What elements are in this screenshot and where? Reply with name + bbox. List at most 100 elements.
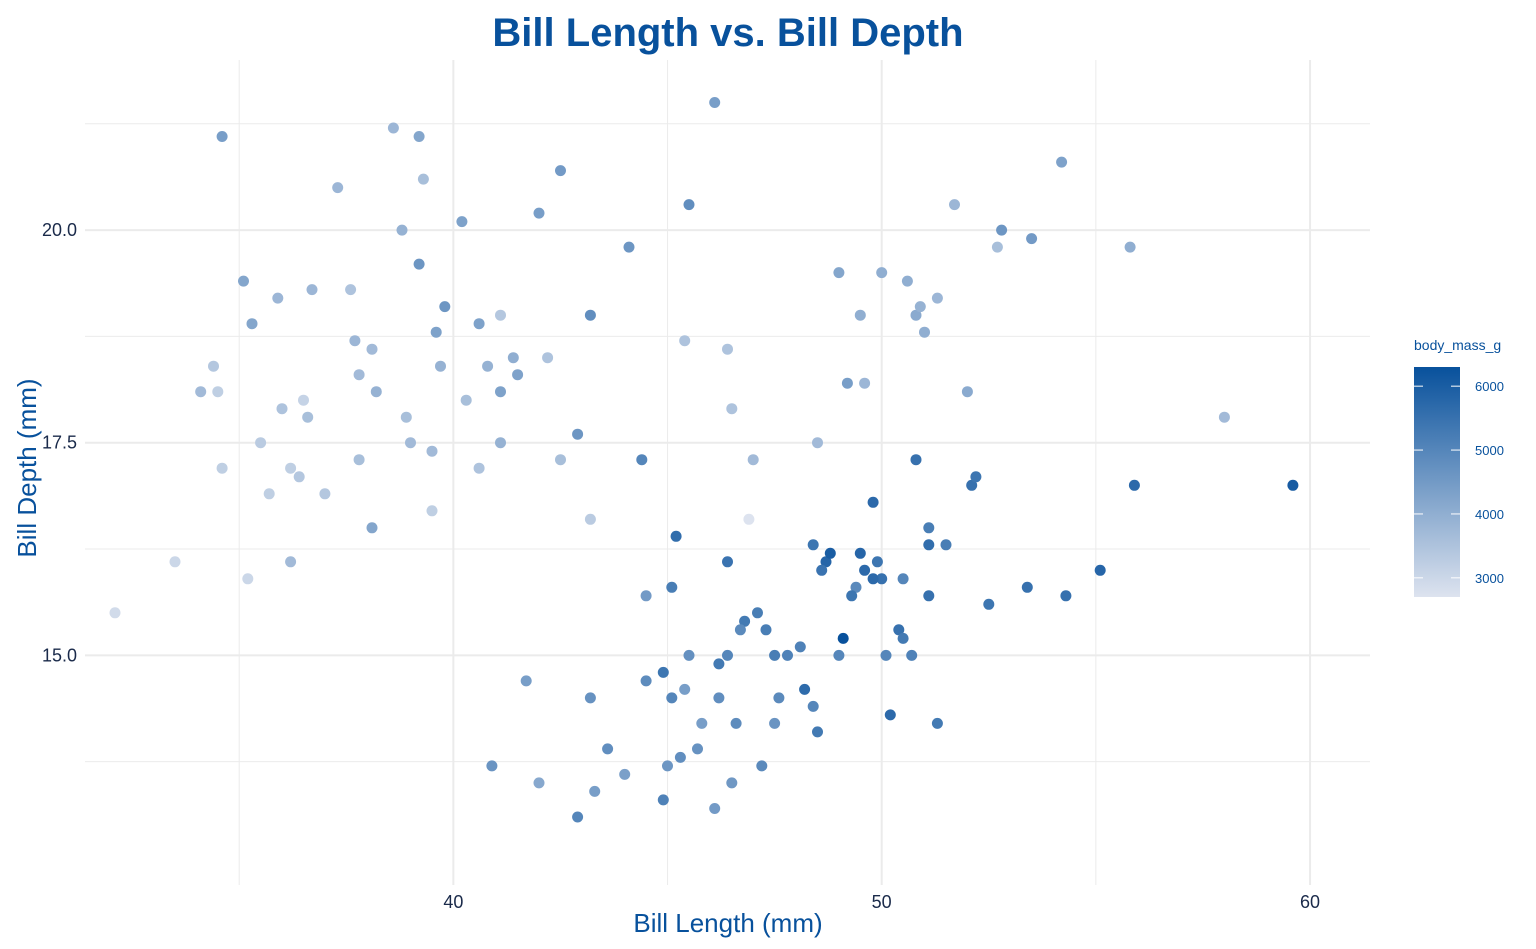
- data-point: [919, 326, 930, 338]
- legend-title: body_mass_g: [1414, 337, 1501, 353]
- data-point: [722, 649, 733, 661]
- data-point: [426, 445, 438, 457]
- data-point: [983, 598, 995, 610]
- data-point: [991, 241, 1003, 253]
- data-point: [456, 216, 468, 228]
- data-point: [319, 488, 331, 500]
- data-points: [109, 97, 1299, 823]
- data-point: [679, 335, 691, 347]
- data-point: [426, 505, 438, 517]
- data-point: [760, 624, 772, 636]
- data-point: [940, 539, 952, 551]
- data-point: [555, 165, 566, 177]
- data-point: [696, 717, 708, 729]
- data-point: [876, 267, 888, 279]
- data-point: [216, 462, 228, 474]
- grid: [85, 60, 1370, 885]
- data-point: [584, 692, 596, 704]
- data-point: [683, 649, 695, 661]
- data-point: [966, 479, 978, 491]
- data-point: [1094, 564, 1106, 576]
- data-point: [1218, 411, 1230, 423]
- x-axis-title: Bill Length (mm): [633, 908, 822, 938]
- data-point: [901, 275, 913, 287]
- data-point: [1124, 241, 1136, 253]
- data-point: [555, 454, 566, 466]
- data-point: [867, 573, 879, 585]
- data-point: [109, 607, 121, 619]
- data-point: [666, 692, 678, 704]
- data-point: [752, 607, 763, 619]
- data-point: [722, 556, 733, 568]
- data-point: [298, 394, 309, 406]
- data-point: [584, 513, 596, 525]
- data-point: [747, 454, 759, 466]
- data-point: [897, 573, 909, 585]
- data-point: [923, 539, 935, 551]
- data-point: [255, 437, 267, 449]
- data-point: [769, 717, 781, 729]
- data-point: [734, 624, 746, 636]
- data-point: [713, 692, 725, 704]
- data-point: [263, 488, 275, 500]
- data-point: [400, 411, 412, 423]
- data-point: [495, 437, 506, 449]
- x-tick-label: 50: [872, 892, 892, 912]
- data-point: [584, 309, 596, 321]
- data-point: [246, 318, 258, 330]
- data-point: [242, 573, 254, 585]
- data-point: [285, 462, 297, 474]
- data-point: [272, 292, 284, 304]
- data-point: [846, 590, 858, 602]
- data-point: [692, 743, 703, 755]
- data-point: [430, 326, 442, 338]
- data-point: [743, 513, 755, 525]
- y-axis-title: Bill Depth (mm): [12, 378, 42, 557]
- data-point: [709, 803, 721, 814]
- chart-title: Bill Length vs. Bill Depth: [492, 11, 963, 55]
- data-point: [850, 581, 862, 593]
- data-point: [730, 717, 742, 729]
- data-point: [833, 649, 845, 661]
- data-point: [931, 292, 943, 304]
- data-point: [533, 207, 545, 219]
- data-point: [533, 777, 545, 789]
- data-point: [880, 649, 892, 661]
- data-point: [769, 649, 781, 661]
- data-point: [970, 471, 982, 483]
- data-point: [670, 530, 682, 542]
- x-tick-label: 40: [443, 892, 463, 912]
- data-point: [276, 403, 288, 415]
- data-point: [816, 564, 828, 576]
- data-point: [799, 683, 811, 695]
- data-point: [1060, 590, 1072, 602]
- data-point: [495, 386, 506, 398]
- data-point: [726, 403, 738, 415]
- data-point: [285, 556, 297, 568]
- data-point: [216, 131, 228, 142]
- legend-tick-label: 5000: [1475, 443, 1504, 458]
- data-point: [623, 241, 635, 253]
- data-point: [949, 199, 960, 211]
- data-point: [345, 284, 357, 296]
- data-point: [195, 386, 207, 398]
- data-point: [807, 539, 819, 551]
- data-point: [807, 700, 819, 712]
- x-axis-ticks: 40 50 60: [443, 892, 1320, 912]
- data-point: [713, 658, 725, 670]
- data-point: [1128, 479, 1140, 491]
- data-point: [349, 335, 361, 347]
- data-point: [572, 428, 584, 440]
- data-point: [910, 309, 922, 321]
- data-point: [413, 131, 425, 142]
- legend-ticks: 3000 4000 5000 6000: [1414, 379, 1504, 586]
- data-point: [897, 632, 909, 644]
- data-point: [460, 394, 472, 406]
- data-point: [439, 301, 451, 313]
- data-point: [302, 411, 314, 423]
- data-point: [1287, 479, 1299, 491]
- data-point: [657, 794, 669, 806]
- data-point: [906, 649, 918, 661]
- data-point: [1021, 581, 1033, 593]
